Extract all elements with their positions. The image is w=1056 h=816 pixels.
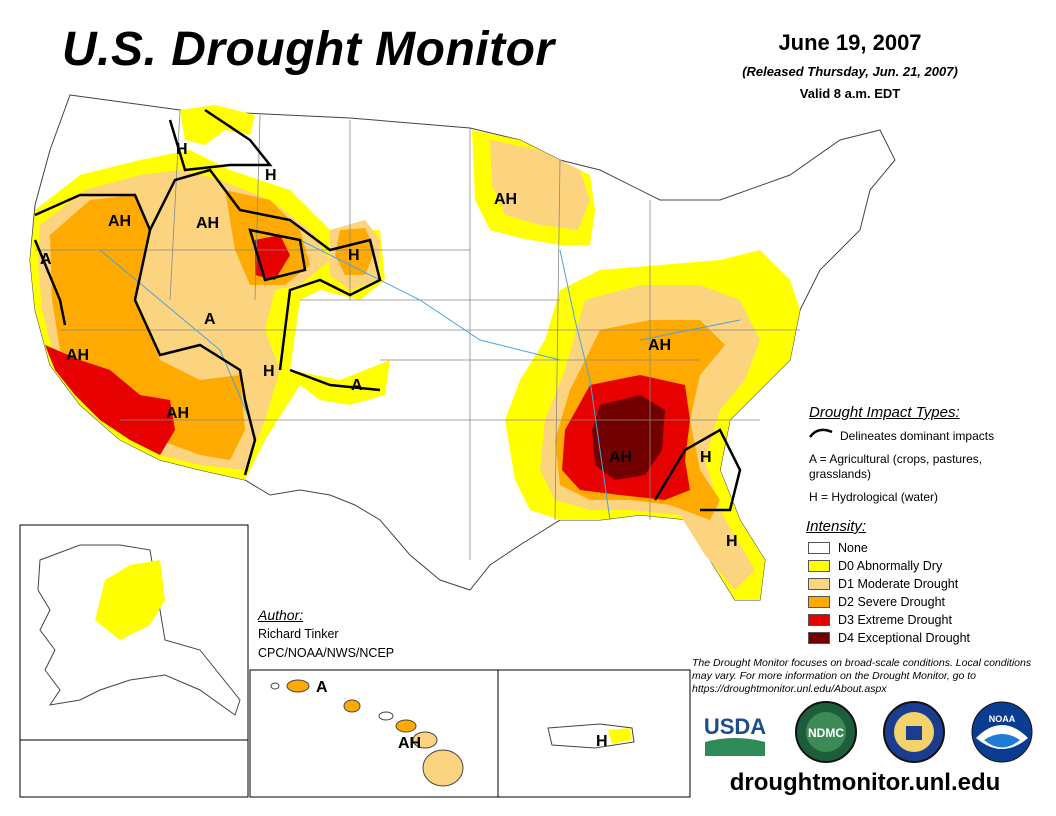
legend-item-d0: D0 Abnormally Dry	[808, 558, 942, 574]
impact-legend-title: Drought Impact Types:	[809, 404, 960, 421]
state-borders	[35, 109, 800, 560]
disclaimer-text: The Drought Monitor focuses on broad-sca…	[692, 657, 1032, 695]
region-labels: AH A AH H H AH H A AH H A AH AH AH H H	[40, 141, 738, 550]
legend-swatch	[808, 596, 830, 608]
label-arizona-ah: AH	[166, 405, 189, 422]
legend-label: D3 Extreme Drought	[838, 613, 952, 627]
hawaii-inset: A AH	[249, 669, 499, 798]
legend-swatch	[808, 614, 830, 626]
legend-label: None	[838, 541, 868, 555]
label-alabama-ah: AH	[609, 449, 632, 466]
label-minnesota-ah: AH	[494, 191, 517, 208]
label-idaho-ah: AH	[196, 215, 219, 232]
release-date: (Released Thursday, Jun. 21, 2007)	[742, 64, 958, 79]
label-puerto-rico-h: H	[596, 733, 608, 750]
label-montana-h: H	[176, 141, 188, 158]
label-hawaii-a: A	[316, 679, 328, 696]
author-name: Richard Tinker	[258, 627, 339, 641]
svg-text:NDMC: NDMC	[808, 726, 844, 740]
d0-north-rockies	[180, 105, 255, 145]
author-organization: CPC/NOAA/NWS/NCEP	[258, 646, 395, 660]
website-url: droughtmonitor.unl.edu	[729, 769, 1001, 796]
label-west-ah: AH	[108, 213, 131, 230]
legend-swatch	[808, 542, 830, 554]
intensity-legend-title: Intensity:	[806, 518, 867, 535]
alaska-d0	[95, 560, 165, 640]
impact-agricultural: A = Agricultural (crops, pastures, grass…	[809, 452, 983, 481]
impact-line-sample	[808, 428, 833, 438]
label-california-ah: AH	[66, 347, 89, 364]
legend-label: D1 Moderate Drought	[838, 577, 959, 591]
d3-idaho	[255, 235, 290, 280]
d1-wisconsin	[490, 140, 590, 230]
label-kansas-a: A	[351, 377, 363, 394]
usda-logo: USDA	[704, 714, 766, 756]
ndmc-logo: NDMC	[795, 701, 857, 763]
legend-label: D0 Abnormally Dry	[838, 559, 943, 573]
impact-line-description: Delineates dominant impacts	[840, 429, 995, 443]
rivers	[99, 239, 741, 521]
author-title: Author:	[258, 607, 304, 623]
label-colorado-h: H	[263, 363, 275, 380]
legend-label: D2 Severe Drought	[838, 595, 946, 609]
legend-item-d4: D4 Exceptional Drought	[808, 630, 970, 646]
puerto-rico-d0	[608, 728, 632, 744]
impact-lines	[33, 108, 742, 512]
label-kentucky-ah: AH	[648, 337, 671, 354]
d2-wyoming	[335, 228, 375, 275]
label-florida-h: H	[726, 533, 738, 550]
legend-item-d3: D3 Extreme Drought	[808, 612, 952, 628]
d4-southeast	[592, 395, 665, 480]
label-utah-a: A	[204, 311, 216, 328]
noaa-logo: NOAA	[971, 701, 1033, 763]
label-nevada-a: A	[40, 251, 52, 268]
valid-time: Valid 8 a.m. EDT	[799, 86, 901, 101]
legend-label: D4 Exceptional Drought	[838, 631, 971, 645]
d4-areas	[592, 395, 665, 480]
label-georgia-h: H	[700, 449, 712, 466]
map-date: June 19, 2007	[778, 30, 922, 55]
legend-item-d2: D2 Severe Drought	[808, 594, 945, 610]
commerce-seal-logo	[883, 701, 945, 763]
puerto-rico-inset: H	[497, 669, 691, 798]
label-nebraska-h: H	[348, 247, 360, 264]
svg-text:USDA: USDA	[704, 714, 766, 739]
svg-text:NOAA: NOAA	[989, 714, 1016, 724]
legend-swatch	[808, 632, 830, 644]
legend-swatch	[808, 560, 830, 572]
alaska-inset	[19, 524, 249, 798]
legend-item-none: None	[808, 540, 868, 556]
legend-swatch	[808, 578, 830, 590]
map-title: U.S. Drought Monitor	[62, 23, 555, 76]
d3-california	[45, 345, 175, 455]
label-hawaii-ah: AH	[398, 735, 421, 752]
legend-item-d1: D1 Moderate Drought	[808, 576, 958, 592]
label-wyoming-h: H	[265, 167, 277, 184]
impact-hydrological: H = Hydrological (water)	[809, 490, 939, 504]
